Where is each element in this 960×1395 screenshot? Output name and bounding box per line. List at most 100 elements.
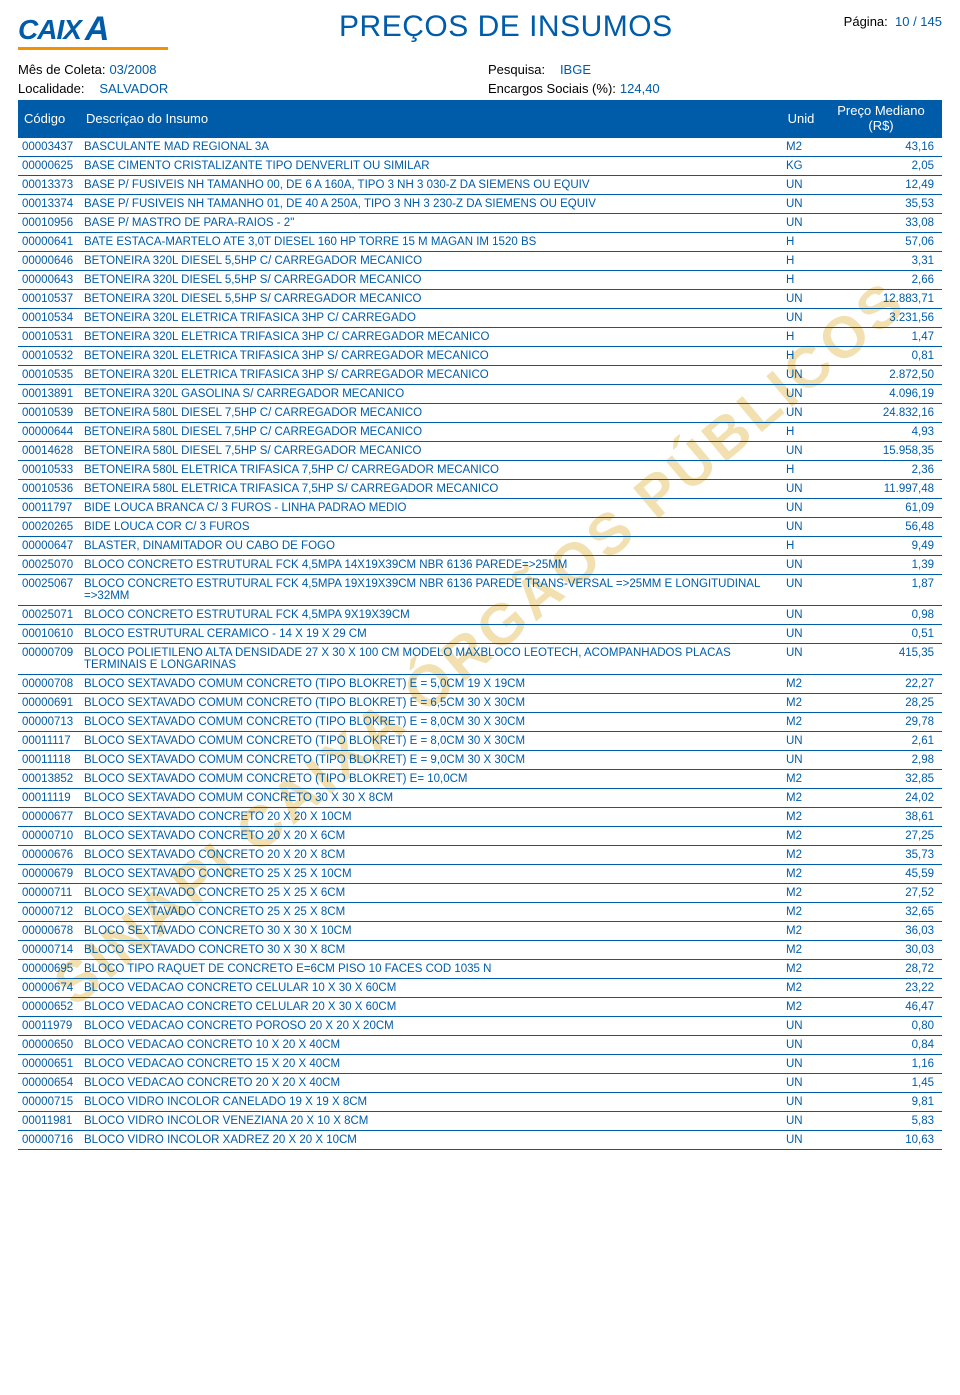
cell-unid: UN [782,1054,832,1073]
cell-unid: UN [782,175,832,194]
cell-desc: BETONEIRA 320L DIESEL 5,5HP S/ CARREGADO… [80,289,782,308]
table-row: 00000643BETONEIRA 320L DIESEL 5,5HP S/ C… [18,270,942,289]
cell-desc: BLOCO VEDACAO CONCRETO POROSO 20 X 20 X … [80,1016,782,1035]
cell-desc: BETONEIRA 320L DIESEL 5,5HP C/ CARREGADO… [80,251,782,270]
cell-desc: BLOCO SEXTAVADO COMUM CONCRETO (TIPO BLO… [80,731,782,750]
cell-unid: H [782,346,832,365]
cell-price: 27,25 [832,826,942,845]
cell-price: 22,27 [832,674,942,693]
table-row: 00011119BLOCO SEXTAVADO COMUM CONCRETO 3… [18,788,942,807]
cell-price: 32,65 [832,902,942,921]
pesq-value: IBGE [560,62,591,77]
cell-code: 00000643 [18,270,80,289]
table-row: 00000644BETONEIRA 580L DIESEL 7,5HP C/ C… [18,422,942,441]
cell-code: 00010537 [18,289,80,308]
cell-price: 43,16 [832,138,942,157]
cell-code: 00014628 [18,441,80,460]
cell-desc: BASCULANTE MAD REGIONAL 3A [80,138,782,157]
cell-code: 00000650 [18,1035,80,1054]
cell-unid: UN [782,605,832,624]
cell-unid: M2 [782,997,832,1016]
table-row: 00000647BLASTER, DINAMITADOR OU CABO DE … [18,536,942,555]
cell-desc: BLOCO VEDACAO CONCRETO 20 X 20 X 40CM [80,1073,782,1092]
cell-price: 28,72 [832,959,942,978]
cell-code: 00000644 [18,422,80,441]
cell-code: 00020265 [18,517,80,536]
cell-desc: BLOCO SEXTAVADO CONCRETO 25 X 25 X 10CM [80,864,782,883]
cell-price: 33,08 [832,213,942,232]
table-row: 00010956BASE P/ MASTRO DE PARA-RAIOS - 2… [18,213,942,232]
col-code: Código [24,111,86,126]
table-row: 00000691BLOCO SEXTAVADO COMUM CONCRETO (… [18,693,942,712]
cell-code: 00000674 [18,978,80,997]
cell-price: 0,80 [832,1016,942,1035]
cell-desc: BLOCO SEXTAVADO COMUM CONCRETO (TIPO BLO… [80,712,782,731]
cell-unid: M2 [782,921,832,940]
cell-code: 00010610 [18,624,80,643]
cell-code: 00010956 [18,213,80,232]
cell-code: 00010536 [18,479,80,498]
cell-price: 30,03 [832,940,942,959]
cell-desc: BETONEIRA 320L ELETRICA TRIFASICA 3HP C/… [80,327,782,346]
cell-code: 00003437 [18,138,80,157]
cell-desc: BLOCO SEXTAVADO COMUM CONCRETO (TIPO BLO… [80,750,782,769]
logo: CAIXA [18,10,168,50]
cell-price: 35,73 [832,845,942,864]
cell-desc: BLOCO VEDACAO CONCRETO 10 X 20 X 40CM [80,1035,782,1054]
cell-code: 00000695 [18,959,80,978]
cell-unid: H [782,460,832,479]
pesq-label: Pesquisa: [488,62,545,77]
cell-desc: BLOCO SEXTAVADO CONCRETO 25 X 25 X 8CM [80,902,782,921]
cell-unid: UN [782,731,832,750]
cell-unid: UN [782,574,832,605]
cell-desc: BETONEIRA 320L ELETRICA TRIFASICA 3HP S/… [80,365,782,384]
table-row: 00010536BETONEIRA 580L ELETRICA TRIFASIC… [18,479,942,498]
cell-code: 00000716 [18,1130,80,1149]
cell-code: 00000654 [18,1073,80,1092]
cell-unid: M2 [782,883,832,902]
cell-unid: M2 [782,138,832,157]
table-row: 00011981BLOCO VIDRO INCOLOR VENEZIANA 20… [18,1111,942,1130]
cell-unid: M2 [782,693,832,712]
table-row: 00000713BLOCO SEXTAVADO COMUM CONCRETO (… [18,712,942,731]
cell-desc: BLOCO SEXTAVADO CONCRETO 25 X 25 X 6CM [80,883,782,902]
table-row: 00000650BLOCO VEDACAO CONCRETO 10 X 20 X… [18,1035,942,1054]
cell-desc: BETONEIRA 580L DIESEL 7,5HP C/ CARREGADO… [80,403,782,422]
cell-desc: BLASTER, DINAMITADOR OU CABO DE FOGO [80,536,782,555]
cell-price: 57,06 [832,232,942,251]
table-row: 00014628BETONEIRA 580L DIESEL 7,5HP S/ C… [18,441,942,460]
cell-price: 3.231,56 [832,308,942,327]
cell-price: 12.883,71 [832,289,942,308]
cell-unid: UN [782,1016,832,1035]
cell-unid: M2 [782,902,832,921]
cell-desc: BETONEIRA 320L GASOLINA S/ CARREGADOR ME… [80,384,782,403]
table-row: 00000625BASE CIMENTO CRISTALIZANTE TIPO … [18,156,942,175]
table-row: 00000716BLOCO VIDRO INCOLOR XADREZ 20 X … [18,1130,942,1149]
table-row: 00013891BETONEIRA 320L GASOLINA S/ CARRE… [18,384,942,403]
cell-price: 1,45 [832,1073,942,1092]
cell-code: 00000652 [18,997,80,1016]
cell-desc: BASE CIMENTO CRISTALIZANTE TIPO DENVERLI… [80,156,782,175]
price-table: 00003437BASCULANTE MAD REGIONAL 3AM243,1… [18,138,942,1150]
cell-code: 00000678 [18,921,80,940]
cell-code: 00000625 [18,156,80,175]
cell-code: 00010531 [18,327,80,346]
table-row: 00010610BLOCO ESTRUTURAL CERAMICO - 14 X… [18,624,942,643]
cell-code: 00011118 [18,750,80,769]
cell-code: 00011981 [18,1111,80,1130]
table-row: 00000646BETONEIRA 320L DIESEL 5,5HP C/ C… [18,251,942,270]
cell-unid: M2 [782,674,832,693]
cell-code: 00000646 [18,251,80,270]
table-row: 00025067BLOCO CONCRETO ESTRUTURAL FCK 4,… [18,574,942,605]
cell-desc: BETONEIRA 580L DIESEL 7,5HP S/ CARREGADO… [80,441,782,460]
cell-code: 00000651 [18,1054,80,1073]
cell-price: 9,81 [832,1092,942,1111]
cell-unid: UN [782,1092,832,1111]
cell-price: 12,49 [832,175,942,194]
table-row: 00000677BLOCO SEXTAVADO CONCRETO 20 X 20… [18,807,942,826]
cell-desc: BLOCO VEDACAO CONCRETO CELULAR 20 X 30 X… [80,997,782,1016]
cell-price: 2,66 [832,270,942,289]
cell-desc: BETONEIRA 320L ELETRICA TRIFASICA 3HP S/… [80,346,782,365]
cell-desc: BLOCO VIDRO INCOLOR VENEZIANA 20 X 10 X … [80,1111,782,1130]
cell-desc: BETONEIRA 580L DIESEL 7,5HP C/ CARREGADO… [80,422,782,441]
